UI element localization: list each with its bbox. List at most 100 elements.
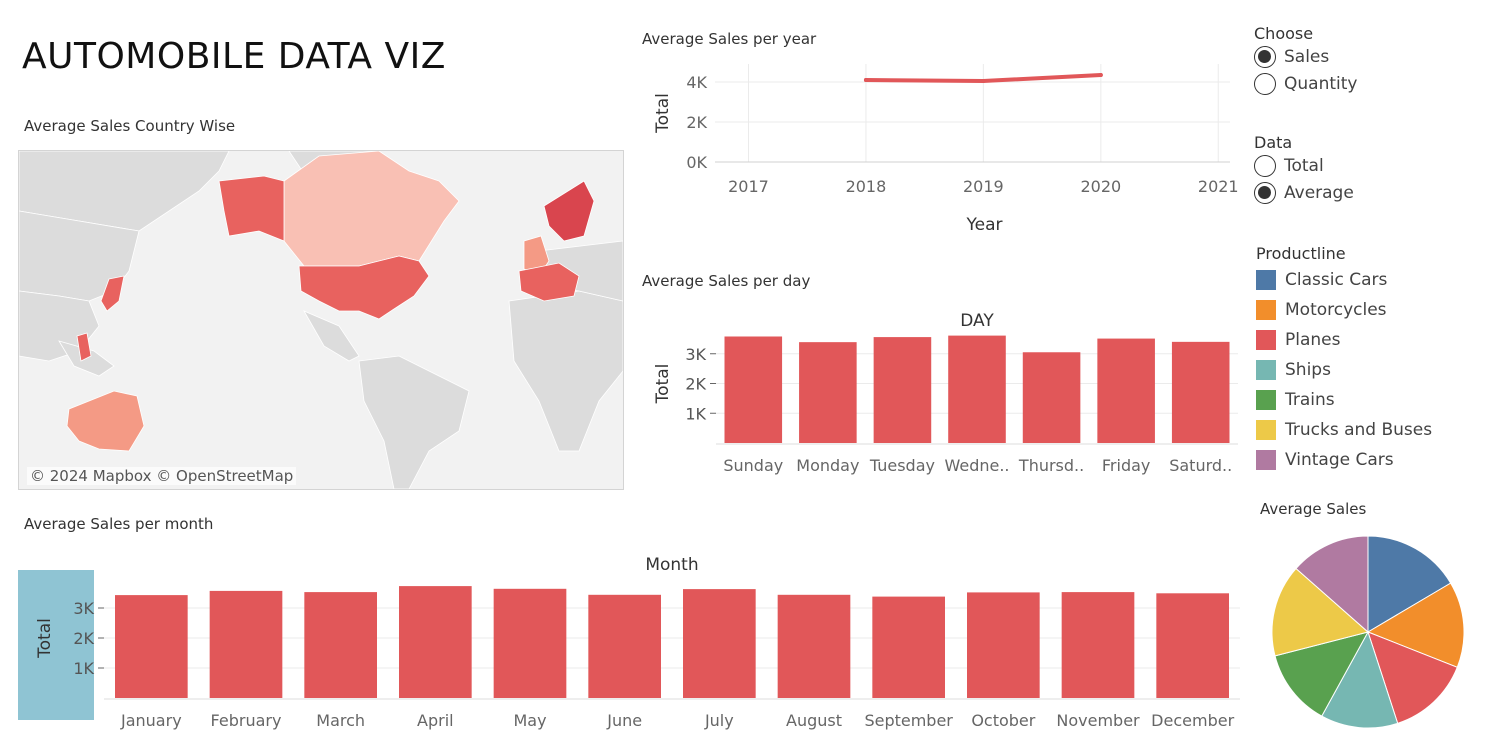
year-x-tick: 2018 [846,177,887,196]
day-chart[interactable]: DAY 1K 2K 3K Sunday Monday Tuesday Wedne.. Thurs… [640,300,1240,490]
country-west-europe[interactable] [518,262,580,302]
data-option-total[interactable]: Total [1254,152,1354,179]
legend-swatch [1256,270,1276,290]
legend-label: Vintage Cars [1285,450,1394,470]
day-x-tick: Thursd.. [1018,456,1084,475]
choose-options: Sales Quantity [1254,43,1357,97]
country-japan[interactable] [100,275,125,312]
month-bar[interactable] [967,592,1040,698]
year-x-axis-label: Year [966,215,1003,235]
radio-button[interactable] [1254,154,1276,177]
day-chart-title: Average Sales per day [642,272,811,290]
day-bar[interactable] [873,337,932,443]
radio-button[interactable] [1254,181,1276,204]
country-philippines[interactable] [76,332,92,362]
legend-label: Classic Cars [1285,270,1388,290]
month-bar[interactable] [115,595,188,698]
pie-chart[interactable] [1268,532,1468,732]
day-x-tick: Wedne.. [944,456,1009,475]
choose-option-sales[interactable]: Sales [1254,43,1357,70]
legend-label: Planes [1285,330,1341,350]
country-alaska[interactable] [218,175,285,242]
pie-slice[interactable] [1274,631,1369,717]
year-chart-title: Average Sales per year [642,30,817,48]
pie-slice[interactable] [1271,567,1370,657]
map-attribution: © 2024 Mapbox © OpenStreetMap [27,467,297,485]
productline-item[interactable]: Ships [1256,355,1432,385]
year-x-tick: 2017 [728,177,769,196]
radio-button[interactable] [1254,72,1276,95]
year-data-point[interactable] [1098,73,1103,77]
productline-item[interactable]: Motorcycles [1256,295,1432,325]
productline-items: Classic Cars Motorcycles Planes Ships Trains… [1256,265,1432,475]
data-label: Data [1254,133,1293,152]
day-y-tick: 1K [685,404,706,423]
legend-swatch [1256,450,1276,470]
day-bar[interactable] [1022,352,1081,443]
productline-item[interactable]: Planes [1256,325,1432,355]
pie-chart-title: Average Sales [1260,500,1367,518]
month-bar[interactable] [1156,593,1229,698]
month-chart[interactable]: Month 1K 2K 3K January February March April May J… [18,545,1243,745]
productline-item[interactable]: Trucks and Buses [1256,415,1432,445]
productline-item[interactable]: Trains [1256,385,1432,415]
month-bar[interactable] [1061,592,1135,698]
day-bar[interactable] [1171,341,1230,443]
month-bar[interactable] [683,589,756,698]
year-chart[interactable]: 2017 2018 2019 2020 2021 0K 2K 4K Total Year [640,50,1240,240]
choose-option-quantity[interactable]: Quantity [1254,70,1357,97]
pie-slice[interactable] [1321,630,1399,729]
country-australia[interactable] [66,390,145,452]
day-y-tick: 2K [685,375,706,394]
radio-label: Average [1284,182,1354,203]
year-y-tick: 0K [686,153,707,172]
month-bar[interactable] [777,594,851,698]
month-x-tick: November [1056,711,1140,730]
month-x-tick: February [211,711,282,730]
day-x-tick: Friday [1102,456,1151,475]
legend-swatch [1256,330,1276,350]
month-bar[interactable] [209,590,283,698]
mexico-land [303,310,360,362]
radio-button[interactable] [1254,45,1276,68]
month-x-tick: January [120,711,182,730]
data-options: Total Average [1254,152,1354,206]
legend-swatch [1256,390,1276,410]
month-bar[interactable] [872,596,945,698]
day-x-tick: Tuesday [869,456,935,475]
year-data-point[interactable] [981,79,986,83]
dashboard-title: AUTOMOBILE DATA VIZ [22,36,446,77]
day-bar[interactable] [799,342,857,443]
data-option-average[interactable]: Average [1254,179,1354,206]
month-bar[interactable] [588,594,661,698]
month-bar[interactable] [399,586,472,698]
country-map[interactable]: © 2024 Mapbox © OpenStreetMap [18,150,624,490]
month-y-tick: 3K [73,599,94,618]
month-bar[interactable] [304,592,377,698]
productline-item[interactable]: Vintage Cars [1256,445,1432,475]
day-x-tick: Sunday [723,456,783,475]
legend-label: Ships [1285,360,1331,380]
country-scandinavia[interactable] [543,180,595,242]
month-x-tick: December [1151,711,1234,730]
pie-slice[interactable] [1367,535,1452,633]
day-bar[interactable] [948,335,1006,443]
day-bar[interactable] [724,336,783,443]
day-bar[interactable] [1097,338,1155,443]
pie-slice[interactable] [1295,535,1369,634]
legend-label: Trucks and Buses [1285,420,1433,440]
month-bar[interactable] [493,588,567,698]
year-data-point[interactable] [863,78,868,82]
month-x-tick: September [864,711,953,730]
month-x-tick: August [786,711,842,730]
map-canvas[interactable] [19,151,623,489]
map-title: Average Sales Country Wise [24,117,236,135]
month-x-tick: June [606,711,642,730]
radio-label: Sales [1284,46,1330,67]
country-usa[interactable] [298,255,430,320]
data-parameter: Data Total Average [1254,133,1354,206]
pie-slice[interactable] [1366,582,1465,668]
year-x-tick: 2021 [1198,177,1239,196]
month-x-tick: April [417,711,454,730]
productline-item[interactable]: Classic Cars [1256,265,1432,295]
